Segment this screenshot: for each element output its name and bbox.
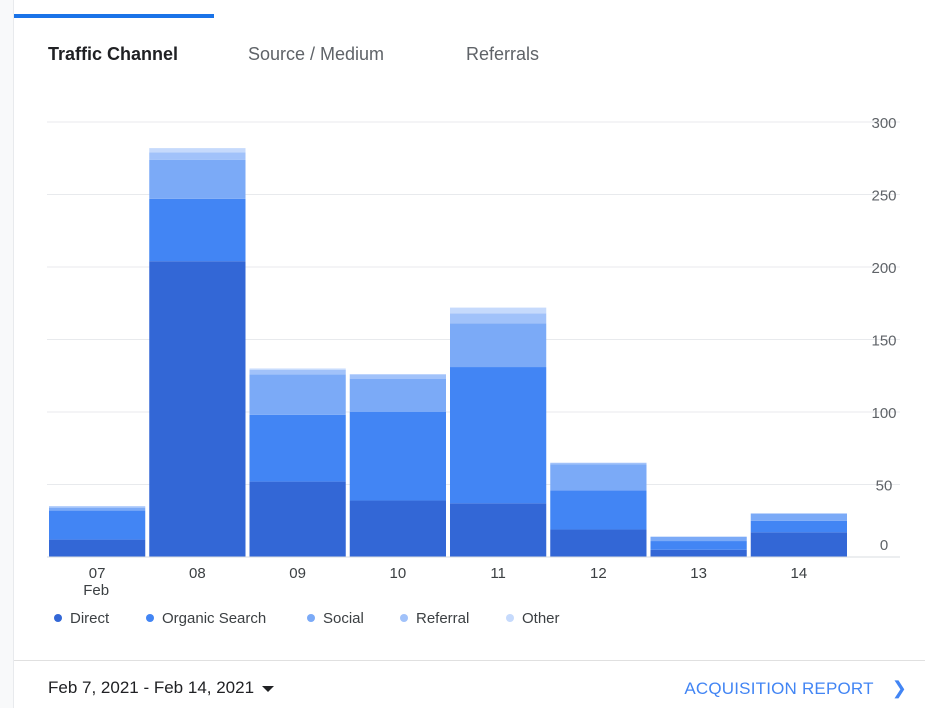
legend-dot-icon xyxy=(506,614,514,623)
x-tick-label: 10 xyxy=(390,565,407,582)
legend-dot-icon xyxy=(54,614,62,623)
bar-segment-referral xyxy=(49,506,146,508)
bar-segment-direct xyxy=(249,481,346,557)
y-tick-label: 250 xyxy=(871,188,896,205)
legend-label: Referral xyxy=(416,610,470,627)
bar-segment-referral xyxy=(550,462,647,465)
bar-segment-organic-search xyxy=(149,198,246,262)
date-range-label: Feb 7, 2021 - Feb 14, 2021 xyxy=(48,678,255,697)
bar-segment-direct xyxy=(750,532,847,557)
bar-segment-social xyxy=(149,159,246,199)
x-tick-label: 07 xyxy=(89,565,106,582)
bar-segment-organic-search xyxy=(349,412,446,501)
bar-segment-social xyxy=(650,536,747,542)
chevron-right-icon: ❯ xyxy=(891,678,907,698)
y-tick-label: 0 xyxy=(880,537,888,554)
tab-source-medium[interactable]: Source / Medium xyxy=(248,44,385,64)
legend-item-organic-search[interactable]: Organic Search xyxy=(146,610,266,627)
x-tick-label: 09 xyxy=(289,565,306,582)
bar-segment-direct xyxy=(49,539,146,557)
bar-segment-organic-search xyxy=(650,541,747,550)
bar-segment-social xyxy=(450,323,547,368)
x-tick-label: 13 xyxy=(690,565,707,582)
bar-segment-referral xyxy=(249,369,346,375)
bar-segment-other xyxy=(149,148,246,153)
bar-segment-referral xyxy=(349,374,446,379)
legend-dot-icon xyxy=(400,614,408,623)
bar-segment-referral xyxy=(149,152,246,160)
bar-segment-social xyxy=(249,374,346,415)
y-tick-label: 150 xyxy=(871,333,896,350)
x-tick-label: 14 xyxy=(791,565,808,582)
bar-segment-direct xyxy=(349,500,446,557)
bar-segment-direct xyxy=(650,549,747,557)
legend-item-direct[interactable]: Direct xyxy=(54,610,109,627)
x-tick-label: 08 xyxy=(189,565,206,582)
bar-segment-direct xyxy=(450,503,547,557)
legend-label: Direct xyxy=(70,610,110,627)
legend-dot-icon xyxy=(146,614,154,623)
tab-traffic-channel[interactable]: Traffic Channel xyxy=(48,44,179,64)
acquisition-report-link[interactable]: ACQUISITION REPORT ❯ xyxy=(684,678,907,699)
y-tick-label: 200 xyxy=(871,260,896,277)
legend-label: Other xyxy=(522,610,560,627)
bar-segment-organic-search xyxy=(550,490,647,530)
bar-segment-social xyxy=(349,378,446,412)
legend-item-referral[interactable]: Referral xyxy=(400,610,469,627)
y-tick-label: 100 xyxy=(871,405,896,422)
bar-segment-organic-search xyxy=(49,510,146,540)
acquisition-report-label: ACQUISITION REPORT xyxy=(684,679,874,698)
bar-segment-organic-search xyxy=(750,520,847,533)
legend-label: Organic Search xyxy=(162,610,267,627)
tab-referrals[interactable]: Referrals xyxy=(466,44,540,64)
bar-segment-direct xyxy=(149,261,246,557)
bar-segment-direct xyxy=(550,529,647,557)
active-tab-indicator xyxy=(14,14,214,18)
bar-segment-social xyxy=(49,507,146,511)
legend-item-other[interactable]: Other xyxy=(506,610,560,627)
legend-label: Social xyxy=(323,610,364,627)
bar-segment-organic-search xyxy=(450,367,547,504)
date-range-selector[interactable]: Feb 7, 2021 - Feb 14, 2021 xyxy=(48,678,275,698)
legend-item-social[interactable]: Social xyxy=(307,610,364,627)
bar-segment-social xyxy=(750,513,847,521)
bar-segment-referral xyxy=(450,313,547,324)
x-tick-label: 11 xyxy=(490,565,506,582)
bar-segment-social xyxy=(550,464,647,491)
caret-down-icon xyxy=(262,685,275,692)
x-tick-sublabel: Feb xyxy=(83,582,109,599)
y-tick-label: 300 xyxy=(871,115,896,132)
legend-dot-icon xyxy=(307,614,315,623)
bar-segment-other xyxy=(249,368,346,370)
bar-segment-organic-search xyxy=(249,414,346,482)
bar-segment-other xyxy=(450,307,547,314)
y-tick-label: 50 xyxy=(876,478,893,495)
footer-divider xyxy=(14,660,925,661)
x-tick-label: 12 xyxy=(590,565,607,582)
